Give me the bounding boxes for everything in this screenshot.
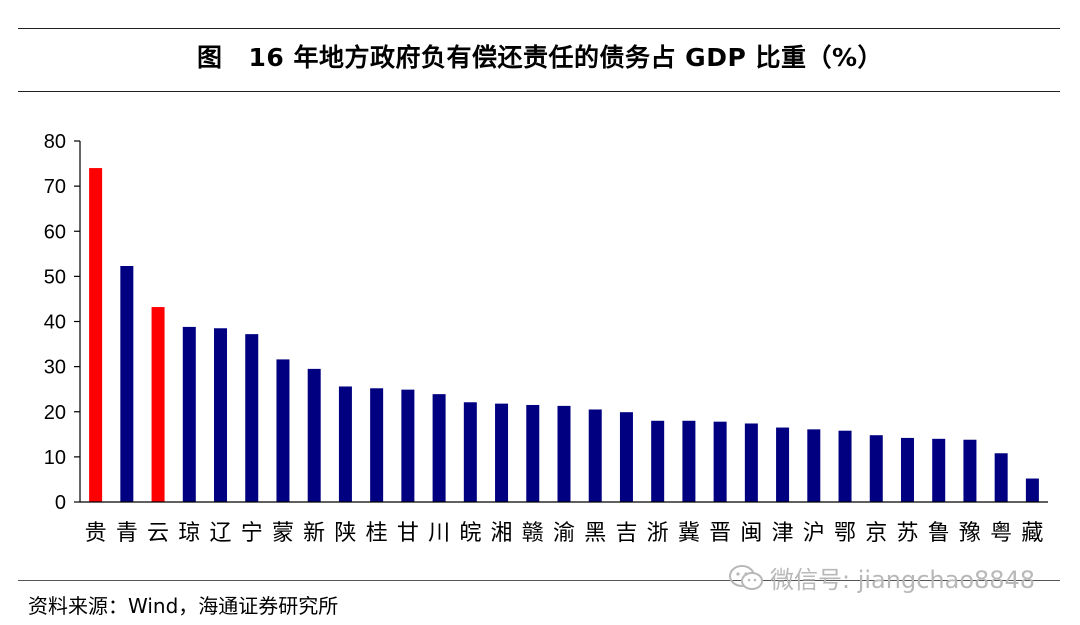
source-rule (18, 580, 1060, 581)
x-tick-label: 吉 (615, 521, 637, 546)
bar-18 (619, 412, 633, 502)
bar-7 (276, 359, 290, 502)
bar-5 (214, 328, 228, 502)
y-tick-label: 20 (44, 402, 66, 424)
x-tick-label: 沪 (803, 521, 825, 546)
bar-24 (807, 429, 821, 502)
bar-30 (994, 453, 1008, 502)
bar-11 (401, 389, 415, 502)
x-tick-label: 鄂 (834, 521, 856, 546)
bar-21 (713, 421, 727, 502)
chart-title: 图 16 年地方政府负有偿还责任的债务占 GDP 比重（%） (0, 38, 1080, 74)
y-tick-label: 60 (44, 221, 66, 243)
wechat-icon (729, 564, 763, 590)
x-tick-label: 晋 (709, 521, 731, 546)
x-tick-label: 湘 (491, 521, 513, 546)
bar-12 (432, 394, 446, 502)
x-tick-label: 皖 (459, 521, 481, 546)
bar-3 (151, 307, 165, 502)
x-tick-label: 冀 (678, 521, 700, 546)
x-tick-label: 渝 (553, 521, 575, 546)
bar-22 (744, 423, 758, 502)
bar-29 (963, 439, 977, 502)
x-tick-label: 川 (428, 521, 450, 546)
bar-16 (557, 405, 571, 502)
bar-2 (120, 265, 134, 502)
x-tick-label: 青 (116, 521, 138, 546)
x-tick-label: 琼 (178, 521, 200, 546)
bar-6 (245, 334, 259, 502)
source-note: 资料来源：Wind，海通证券研究所 (28, 594, 339, 618)
y-tick-label: 80 (44, 131, 66, 153)
bar-26 (869, 435, 883, 502)
x-tick-label: 津 (772, 521, 794, 546)
x-tick-label: 闽 (740, 521, 762, 546)
x-axis: 贵青云琼辽宁蒙新陕桂甘川皖湘赣渝黑吉浙冀晋闽津沪鄂京苏鲁豫粤藏 (80, 501, 1048, 546)
x-tick-label: 豫 (959, 521, 981, 546)
top-rule (18, 28, 1060, 29)
x-tick-label: 贵 (85, 521, 107, 546)
bar-8 (307, 368, 321, 502)
bar-28 (932, 438, 946, 502)
title-rule (18, 91, 1060, 92)
bar-1 (89, 168, 103, 502)
x-tick-label: 桂 (366, 521, 388, 546)
y-tick-label: 40 (44, 312, 66, 334)
x-tick-label: 甘 (397, 521, 419, 546)
watermark: 微信号: jiangchao8848 (728, 560, 1035, 595)
figure-prefix: 图 (196, 43, 223, 72)
bar-15 (526, 404, 540, 502)
y-axis: 0 10 20 30 40 50 60 70 80 (44, 131, 81, 514)
x-tick-label: 苏 (896, 521, 918, 546)
x-tick-label: 宁 (241, 521, 263, 546)
bar-9 (338, 386, 352, 502)
x-tick-label: 粤 (990, 521, 1012, 546)
y-tick-label: 30 (44, 357, 66, 379)
y-tick-label: 50 (44, 266, 66, 288)
x-tick-label: 赣 (522, 521, 544, 546)
y-tick-label: 70 (44, 176, 66, 198)
y-tick-label: 10 (44, 447, 66, 469)
bars (89, 168, 1039, 502)
watermark-text: 微信号: jiangchao8848 (770, 566, 1036, 594)
x-tick-label: 云 (147, 521, 169, 546)
chart-title-text: 16 年地方政府负有偿还责任的债务占 GDP 比重（%） (248, 43, 884, 72)
bar-25 (838, 430, 852, 502)
bar-31 (1025, 478, 1039, 502)
bar-10 (370, 388, 384, 502)
bar-19 (651, 420, 665, 502)
bar-23 (776, 427, 790, 502)
bar-14 (495, 403, 509, 502)
bar-27 (900, 437, 914, 502)
bar-chart: 0 10 20 30 40 50 60 70 80 贵青云琼辽宁蒙新陕桂甘川皖湘赣渝黑吉浙冀晋闽… (44, 131, 1048, 546)
x-tick-label: 藏 (1021, 521, 1043, 546)
bar-13 (463, 402, 477, 502)
bar-4 (182, 326, 196, 502)
x-tick-label: 辽 (210, 521, 232, 546)
x-tick-label: 陕 (334, 521, 356, 546)
x-tick-label: 浙 (647, 521, 669, 546)
x-tick-label: 蒙 (272, 521, 294, 546)
x-tick-label: 京 (865, 521, 887, 546)
bar-17 (588, 409, 602, 502)
x-tick-label: 黑 (584, 521, 606, 546)
bar-20 (682, 420, 696, 502)
y-tick-label: 0 (55, 492, 66, 514)
x-tick-label: 鲁 (928, 521, 950, 546)
x-tick-label: 新 (303, 521, 325, 546)
